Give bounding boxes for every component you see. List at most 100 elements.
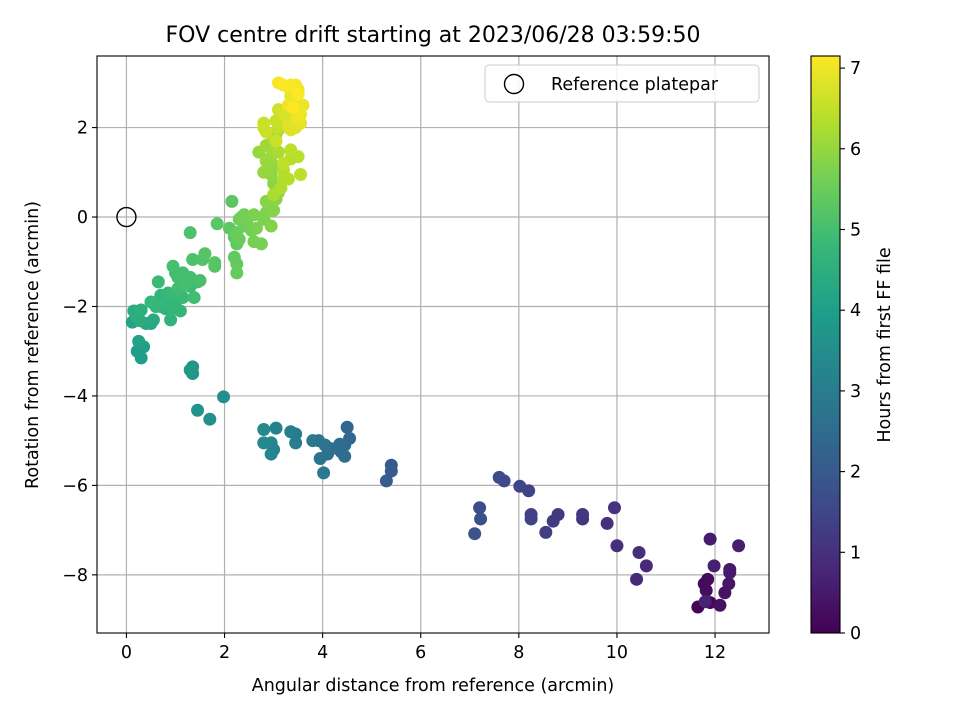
x-tick-label: 10 [606,643,628,663]
data-point [187,291,201,305]
colorbar-frame [810,55,841,634]
data-point [630,572,644,586]
data-point [178,277,192,291]
data-point [281,172,295,186]
data-point [639,559,653,573]
data-point [217,390,231,404]
data-point [235,210,249,224]
data-point [701,572,715,586]
reference-platepar-marker [116,206,137,228]
grid-lines [97,56,769,633]
data-point [707,559,721,573]
data-point [230,266,244,280]
x-axis-label: Angular distance from reference (arcmin) [252,676,615,696]
reference-marker-layer [116,206,137,228]
colorbar-tick-label: 3 [850,382,861,402]
x-tick-label: 4 [317,643,328,663]
data-point [257,422,271,436]
colorbar-tick-label: 2 [850,463,861,483]
data-point [722,577,736,591]
data-point [284,425,298,439]
data-point [703,532,717,546]
data-point [191,403,205,417]
data-point [198,247,212,261]
legend-label-reference: Reference platepar [551,75,719,95]
y-tick-label: −8 [62,566,88,586]
data-point [632,545,646,559]
data-point [294,168,308,182]
data-point [151,275,165,289]
data-point [164,313,178,327]
colorbar-tick-label: 1 [850,543,861,563]
data-point [166,259,180,273]
data-point [289,436,303,450]
data-point [284,143,298,157]
data-point [539,525,553,539]
data-point [208,256,222,270]
data-point [259,125,273,139]
data-point [132,334,146,348]
y-tick-label: −6 [62,476,88,496]
data-point [203,412,217,426]
data-point [183,226,197,240]
data-point [249,221,263,235]
y-axis-ticks: −8 −6 −4 −2 0 2 [62,119,97,586]
data-point [225,194,239,208]
data-point [271,145,285,159]
data-point [340,420,354,434]
data-point [264,219,278,233]
data-point [610,539,624,553]
data-point [524,512,538,526]
x-tick-label: 2 [219,643,230,663]
data-point [291,112,305,126]
data-point [193,274,207,288]
y-tick-label: 0 [77,208,88,228]
data-point [473,501,487,515]
data-point [546,514,560,528]
data-point [276,156,290,170]
data-point [134,303,148,317]
data-point [379,474,393,488]
x-tick-label: 12 [704,643,726,663]
data-point [254,237,268,251]
data-point [576,507,590,521]
data-point [317,466,331,480]
x-tick-label: 6 [415,643,426,663]
plot-frame [96,55,770,634]
data-point [146,313,160,327]
y-tick-label: −2 [62,297,88,317]
y-tick-label: 2 [77,119,88,139]
data-point [267,203,281,217]
legend-marker-reference [503,73,525,95]
data-point [269,134,283,148]
data-point [513,479,527,493]
data-point [698,595,712,609]
data-point [230,257,244,271]
data-point [257,165,271,179]
data-point [723,566,737,580]
data-point [732,539,746,553]
data-point [291,87,305,101]
colorbar-ticks: 0 1 2 3 4 5 6 7 [840,59,861,644]
legend-box [484,64,760,103]
colorbar-tick-label: 7 [850,59,861,79]
chart-title: FOV centre drift starting at 2023/06/28 … [166,23,701,48]
data-point [144,295,158,309]
data-point [313,452,327,466]
data-point [306,434,320,448]
data-point [276,78,290,92]
data-point [474,512,488,526]
colorbar-tick-label: 0 [850,624,861,644]
colorbar-tick-label: 5 [850,221,861,241]
scatter-points [125,76,746,614]
data-point [384,464,398,478]
colorbar-gradient [811,56,840,633]
data-point [713,598,727,612]
data-point [492,470,506,484]
data-point [173,304,187,318]
data-point [183,363,197,377]
data-point [186,253,200,267]
data-point [607,501,621,515]
